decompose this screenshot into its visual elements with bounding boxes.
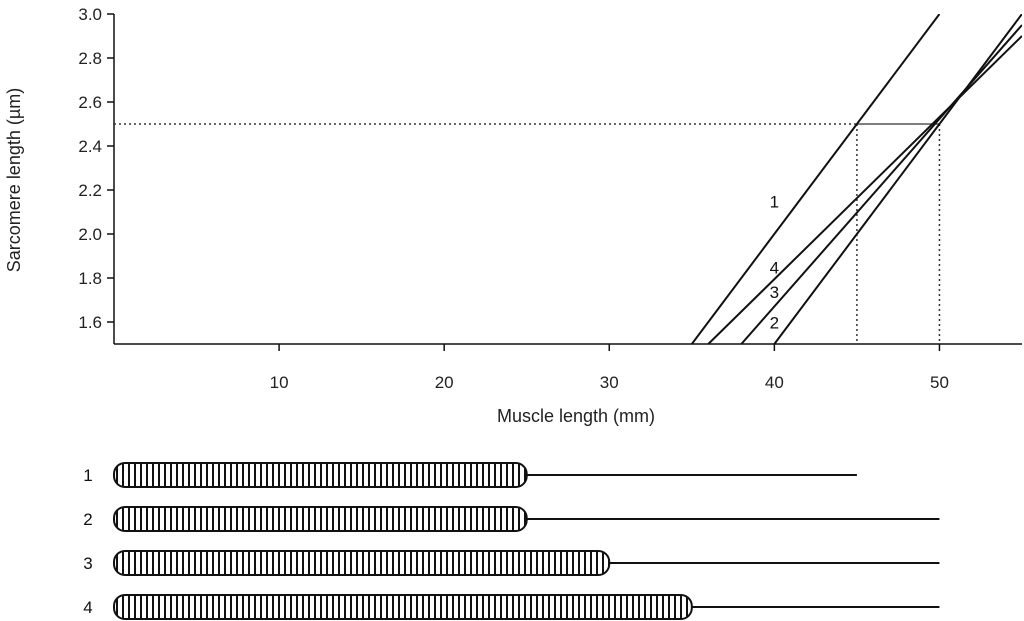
x-tick-label: 30 [600,373,619,392]
muscle-row-4: 4 [83,594,940,620]
muscle-fiber [113,594,693,620]
y-tick-label: 2.4 [78,137,102,156]
muscle-row-label: 3 [83,554,92,573]
y-tick-label: 2.0 [78,225,102,244]
y-tick-label: 2.2 [78,181,102,200]
muscle-row-label: 4 [83,598,92,617]
y-ticks: 1.6 1.8 2.0 2.2 2.4 2.6 2.8 3.0 [78,5,114,332]
series-label-1: 1 [770,193,779,212]
series-group [691,14,1022,344]
muscle-row-2: 2 [83,506,940,532]
series-label-2: 2 [770,314,779,333]
muscle-row-label: 1 [83,466,92,485]
series-line-2 [773,14,1022,344]
muscle-row-label: 2 [83,510,92,529]
y-axis-title: Sarcomere length (µm) [4,88,24,272]
series-labels: 1 2 3 4 [770,193,779,333]
muscle-fiber [113,506,528,532]
muscle-fiber [113,462,528,488]
series-line-4 [707,35,1022,344]
series-label-3: 3 [770,283,779,302]
x-tick-label: 40 [765,373,784,392]
x-ticks: 10 20 30 40 50 [270,344,949,392]
muscle-row-3: 3 [83,550,940,576]
x-tick-label: 20 [435,373,454,392]
series-label-4: 4 [770,259,779,278]
x-axis-title: Muscle length (mm) [497,406,655,426]
chart: 1.6 1.8 2.0 2.2 2.4 2.6 2.8 3.0 10 20 30 40 50 1 2 3 4… [4,5,1022,426]
y-tick-label: 1.8 [78,269,102,288]
muscle-row-1: 1 [83,462,857,488]
series-line-1 [691,14,941,344]
series-line-3 [740,24,1022,344]
x-tick-label: 10 [270,373,289,392]
y-tick-label: 1.6 [78,313,102,332]
y-tick-label: 3.0 [78,5,102,24]
reference-lines [114,123,941,344]
muscle-fiber [113,550,611,576]
y-tick-label: 2.8 [78,49,102,68]
x-tick-label: 50 [930,373,949,392]
y-tick-label: 2.6 [78,93,102,112]
muscle-diagram: 1 2 3 4 [83,462,940,620]
